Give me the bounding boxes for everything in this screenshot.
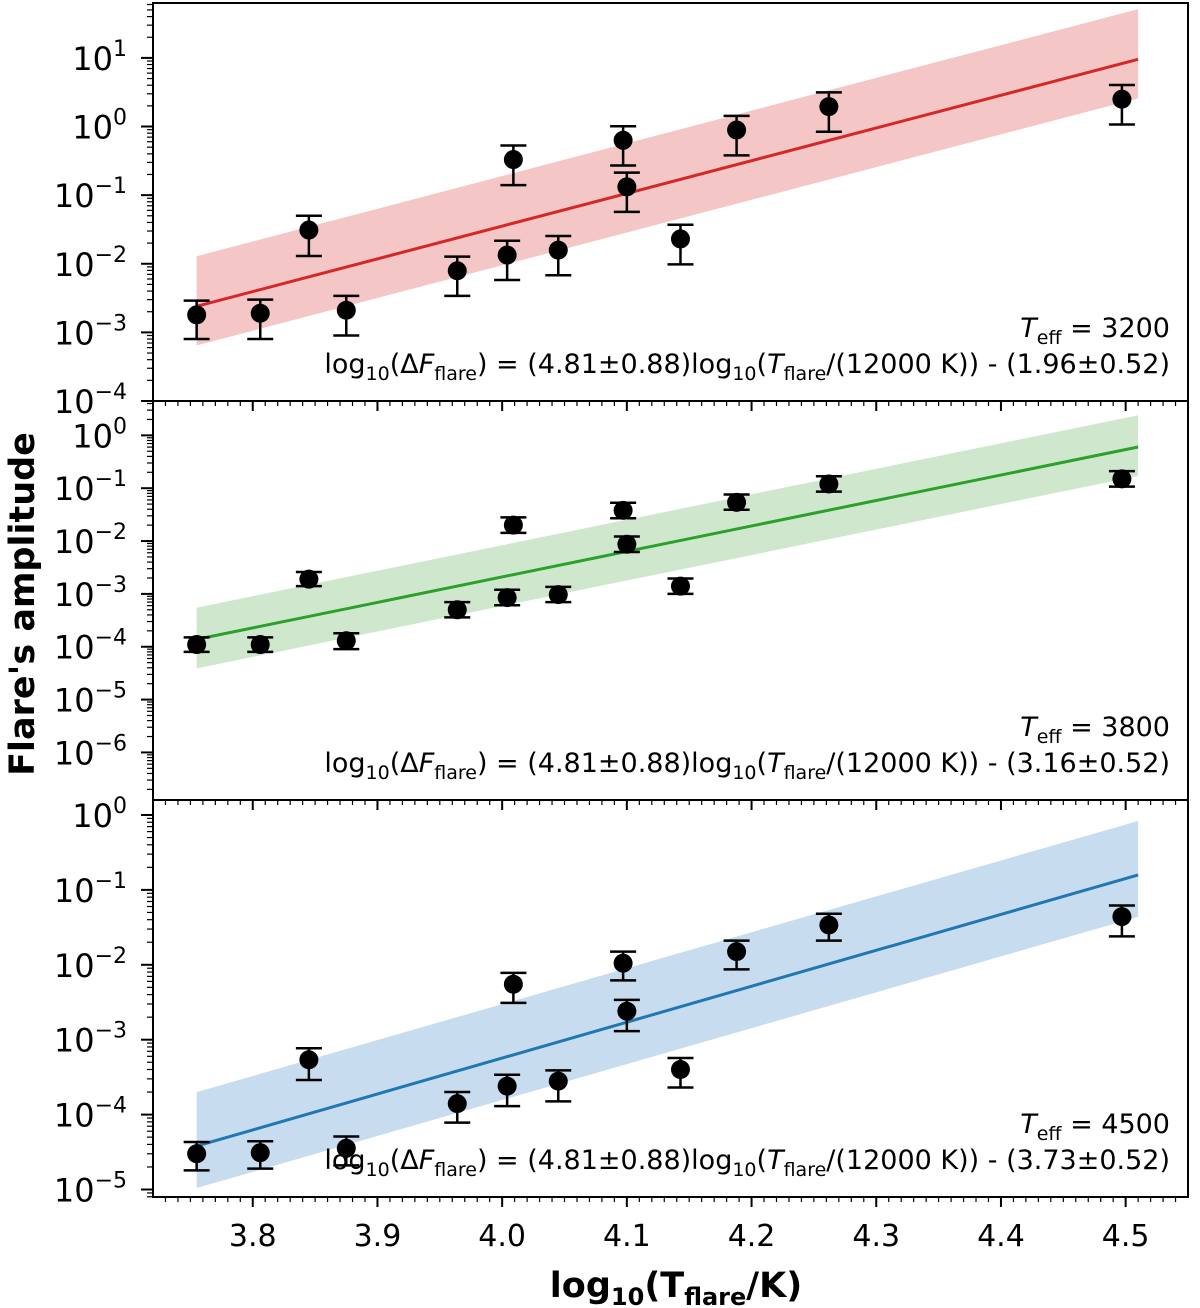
fit-line [196, 873, 1139, 1148]
teff-annotation: Teff = 4500 [1020, 1109, 1170, 1145]
data-point [819, 474, 839, 494]
fit-line [196, 445, 1139, 641]
y-tick-label: 10−4 [54, 380, 127, 421]
y-tick-label: 10−3 [54, 573, 127, 614]
y-tick-label: 10−2 [54, 243, 127, 284]
y-tick-label: 100 [72, 106, 127, 147]
x-axis-title: log10(Tflare/K) [550, 1266, 802, 1308]
y-tick-label: 10−3 [54, 1019, 127, 1060]
data-point [336, 300, 356, 320]
data-point [447, 1094, 467, 1114]
data-point [299, 1050, 319, 1070]
teff-annotation: Teff = 3800 [1020, 712, 1170, 748]
teff-annotation: Teff = 3200 [1020, 313, 1170, 349]
y-tick-label: 10−5 [54, 1169, 127, 1210]
data-point [250, 1143, 270, 1163]
data-point [727, 492, 747, 512]
data-point [336, 631, 356, 651]
data-point [1112, 907, 1132, 927]
data-point [497, 245, 517, 265]
panel-2: 10−6 10−5 10−4 10−3 10−2 10−1 100 Teff = 3800lo… [54, 400, 1189, 810]
data-point [819, 97, 839, 117]
x-tick-label: 4.2 [728, 1219, 776, 1254]
x-tick-label: 3.9 [354, 1219, 402, 1254]
data-point [670, 229, 690, 249]
data-point [548, 585, 568, 605]
data-point [250, 635, 270, 655]
y-tick-label: 100 [72, 414, 127, 455]
x-tick-label: 4.5 [1102, 1219, 1150, 1254]
x-tick-label: 4.0 [478, 1219, 526, 1254]
data-point [613, 130, 633, 150]
x-tick-label: 4.4 [977, 1219, 1025, 1254]
x-axis: 3.8 3.9 4.0 4.1 4.2 4.3 4.4 4.5 [229, 1219, 1150, 1254]
x-tick-label: 4.3 [852, 1219, 900, 1254]
data-point [299, 220, 319, 240]
y-tick-label: 10−1 [54, 869, 127, 910]
data-point [1112, 89, 1132, 109]
data-point [336, 1138, 356, 1158]
data-point [670, 1060, 690, 1080]
fit-line [196, 57, 1139, 308]
data-point [503, 515, 523, 535]
data-point [613, 500, 633, 520]
data-point [447, 600, 467, 620]
data-point [670, 576, 690, 596]
data-point [497, 1076, 517, 1096]
data-point [727, 942, 747, 962]
y-tick-label: 100 [72, 794, 127, 835]
data-point [187, 1144, 207, 1164]
y-tick-label: 10−5 [54, 679, 127, 720]
fit-equation: log10(ΔFflare) = (4.81±0.88)log10(Tflare… [324, 349, 1170, 385]
data-point [548, 240, 568, 260]
fit-confidence-band [196, 9, 1139, 346]
panel-3: 10−5 10−4 10−3 10−2 10−1 100 Teff = 4500log10(… [54, 794, 1189, 1210]
y-tick-label: 10−2 [54, 520, 127, 561]
data-point [187, 305, 207, 325]
data-point [617, 177, 637, 197]
y-tick-label: 101 [72, 37, 127, 78]
fit-equation: log10(ΔFflare) = (4.81±0.88)log10(Tflare… [324, 1145, 1170, 1181]
data-point [503, 150, 523, 170]
data-point [187, 635, 207, 655]
data-point [617, 534, 637, 554]
y-axis-title: Flare's amplitude [3, 432, 43, 776]
y-tick-label: 10−1 [54, 467, 127, 508]
data-point [1112, 469, 1132, 489]
data-point [819, 915, 839, 935]
data-point [503, 974, 523, 994]
data-point [617, 1001, 637, 1021]
y-tick-label: 10−1 [54, 174, 127, 215]
y-tick-label: 10−4 [54, 626, 127, 667]
y-tick-label: 10−4 [54, 1094, 127, 1135]
data-point [299, 569, 319, 589]
y-tick-label: 10−2 [54, 944, 127, 985]
x-tick-label: 3.8 [229, 1219, 277, 1254]
data-point [727, 120, 747, 140]
y-tick-label: 10−3 [54, 311, 127, 352]
x-tick-label: 4.1 [603, 1219, 651, 1254]
data-point [497, 588, 517, 608]
data-point [250, 303, 270, 323]
data-point [447, 261, 467, 281]
panel-1: 10−4 10−3 10−2 10−1 100 101 Teff = 3200log10(Δ… [54, 2, 1189, 421]
y-tick-label: 10−6 [54, 731, 127, 772]
data-point [548, 1071, 568, 1091]
panel-frame [152, 799, 1189, 1198]
data-point [613, 953, 633, 973]
fit-confidence-band [196, 820, 1139, 1189]
fit-equation: log10(ΔFflare) = (4.81±0.88)log10(Tflare… [324, 748, 1170, 784]
